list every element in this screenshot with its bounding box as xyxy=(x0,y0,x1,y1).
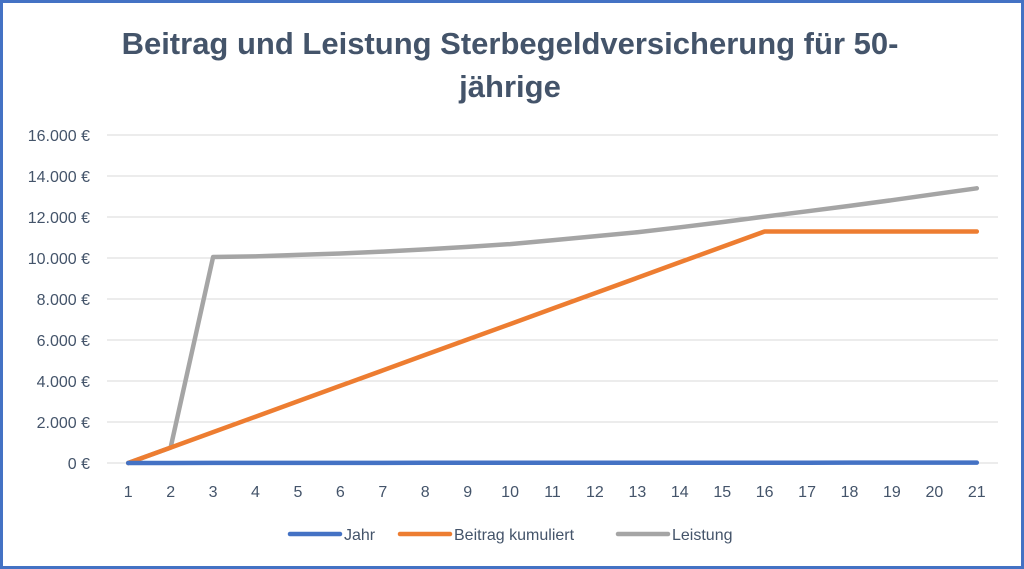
x-tick-label: 15 xyxy=(713,484,731,501)
x-tick-label: 13 xyxy=(628,484,646,501)
x-tick-label: 5 xyxy=(293,484,302,501)
series-line-beitrag-kumuliert xyxy=(125,229,980,466)
x-tick-label: 6 xyxy=(336,484,345,501)
x-axis-ticks: 1 2 3 4 5 6 7 8 9 10 11 12 13 14 15 16 17 18 19 20 21 xyxy=(124,484,986,501)
y-tick-label: 16.000 € xyxy=(28,128,90,145)
y-axis-ticks: 0 € 2.000 € 4.000 € 6.000 € 8.000 € 10.000 € 1… xyxy=(28,128,90,473)
series-lines xyxy=(125,186,980,466)
legend-label: Beitrag kumuliert xyxy=(454,527,575,544)
x-tick-label: 16 xyxy=(756,484,774,501)
y-tick-label: 12.000 € xyxy=(28,210,90,227)
x-tick-label: 8 xyxy=(421,484,430,501)
y-tick-label: 4.000 € xyxy=(37,374,90,391)
x-tick-label: 4 xyxy=(251,484,260,501)
x-tick-label: 12 xyxy=(586,484,604,501)
x-tick-label: 1 xyxy=(124,484,133,501)
legend: Jahr Beitrag kumuliert Leistung xyxy=(287,527,733,544)
y-tick-label: 14.000 € xyxy=(28,169,90,186)
series-line-leistung xyxy=(125,186,980,466)
y-tick-label: 0 € xyxy=(68,456,90,473)
y-tick-label: 2.000 € xyxy=(37,415,90,432)
x-tick-label: 14 xyxy=(671,484,689,501)
x-tick-label: 18 xyxy=(841,484,859,501)
x-tick-label: 10 xyxy=(501,484,519,501)
y-tick-label: 8.000 € xyxy=(37,292,90,309)
x-tick-label: 20 xyxy=(925,484,943,501)
x-tick-label: 9 xyxy=(463,484,472,501)
chart-title-line-1: Beitrag und Leistung Sterbegeldversicher… xyxy=(121,26,899,61)
x-tick-label: 11 xyxy=(544,484,561,501)
y-tick-label: 10.000 € xyxy=(28,251,90,268)
gridlines xyxy=(107,134,998,464)
x-tick-label: 19 xyxy=(883,484,901,501)
chart-title: Beitrag und Leistung Sterbegeldversicher… xyxy=(110,22,910,108)
x-tick-label: 17 xyxy=(798,484,816,501)
legend-label: Jahr xyxy=(344,527,376,544)
legend-label: Leistung xyxy=(672,527,733,544)
chart-title-line-2: jährige xyxy=(459,69,561,104)
x-tick-label: 3 xyxy=(209,484,218,501)
y-tick-label: 6.000 € xyxy=(37,333,90,350)
x-tick-label: 7 xyxy=(378,484,387,501)
x-tick-label: 2 xyxy=(166,484,175,501)
x-tick-label: 21 xyxy=(968,484,986,501)
